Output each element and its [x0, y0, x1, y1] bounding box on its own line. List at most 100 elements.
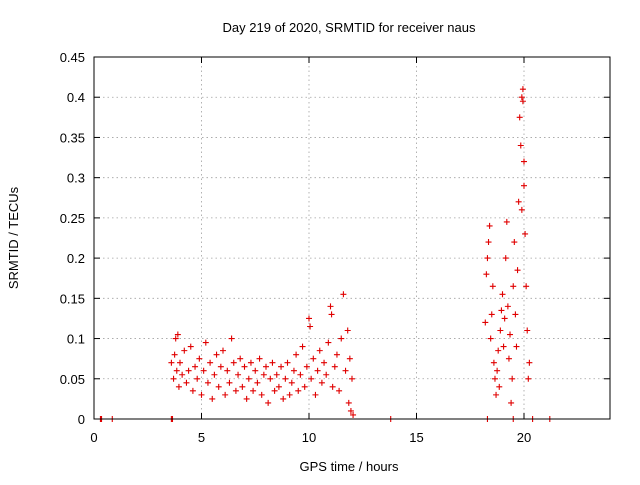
tick-layer: 0 0.05 0.1 0.15 0.2 0.25 0.3 0.35 0.4 0.45 0 5 10 15 2…	[60, 50, 610, 445]
data-point	[215, 383, 222, 390]
data-point	[256, 355, 263, 362]
data-point	[347, 407, 354, 414]
data-point	[518, 94, 525, 101]
data-point	[503, 218, 510, 225]
data-point	[483, 271, 490, 278]
data-point	[329, 383, 336, 390]
data-point	[170, 375, 177, 382]
data-point	[235, 371, 242, 378]
y-tick-label: 0.1	[67, 332, 85, 347]
y-tick-label: 0	[78, 412, 85, 427]
data-point	[482, 319, 489, 326]
y-tick-label: 0.4	[67, 90, 85, 105]
data-point	[510, 283, 517, 290]
data-point	[288, 379, 295, 386]
y-tick-label: 0.3	[67, 171, 85, 186]
marks-layer	[97, 86, 553, 422]
data-point	[333, 351, 340, 358]
y-tick-label: 0.05	[60, 372, 85, 387]
data-point	[252, 367, 259, 374]
data-point	[519, 86, 526, 93]
data-point	[310, 355, 317, 362]
data-point	[498, 307, 505, 314]
data-point	[299, 343, 306, 350]
data-point	[275, 383, 282, 390]
data-point	[174, 331, 181, 338]
data-point	[263, 363, 269, 370]
data-point	[331, 363, 338, 370]
data-point	[509, 375, 516, 382]
data-point	[179, 371, 186, 378]
data-point	[175, 383, 182, 390]
data-point	[173, 367, 180, 374]
data-point	[265, 399, 272, 406]
data-point	[518, 206, 525, 213]
data-point	[297, 371, 304, 378]
data-point	[336, 387, 343, 394]
data-point	[497, 327, 504, 334]
data-point	[258, 391, 265, 398]
data-point	[295, 387, 302, 394]
data-point	[491, 375, 498, 382]
data-point	[228, 335, 235, 342]
data-point	[501, 315, 508, 322]
data-point	[511, 239, 518, 246]
data-point	[181, 347, 188, 354]
data-point	[522, 230, 529, 237]
y-tick-label: 0.25	[60, 211, 85, 226]
data-point	[194, 375, 201, 382]
data-point	[230, 359, 237, 366]
data-point	[185, 367, 192, 374]
data-point	[496, 383, 503, 390]
data-point	[204, 379, 211, 386]
data-point	[504, 303, 511, 310]
data-point	[237, 355, 244, 362]
data-point	[508, 399, 515, 406]
data-point	[224, 367, 231, 374]
data-point	[495, 347, 502, 354]
data-point	[217, 363, 224, 370]
data-point	[308, 375, 315, 382]
y-tick-label: 0.45	[60, 50, 85, 65]
data-point	[516, 114, 523, 121]
y-tick-label: 0.2	[67, 251, 85, 266]
data-point	[342, 367, 349, 374]
data-point	[505, 355, 512, 362]
data-point	[202, 339, 209, 346]
data-point	[325, 339, 332, 346]
data-point	[254, 379, 261, 386]
data-point	[196, 355, 203, 362]
data-point	[243, 395, 250, 402]
data-point	[314, 367, 321, 374]
data-point	[198, 391, 205, 398]
data-point	[284, 359, 291, 366]
data-point	[521, 182, 527, 189]
data-point	[485, 239, 492, 246]
data-point	[267, 375, 274, 382]
data-point	[340, 291, 347, 298]
data-point	[177, 359, 183, 366]
data-point	[187, 343, 194, 350]
data-point	[519, 98, 526, 105]
data-point	[290, 367, 297, 374]
data-point	[486, 222, 493, 229]
data-point	[500, 343, 507, 350]
data-point	[211, 371, 218, 378]
data-point	[269, 359, 276, 366]
data-point	[513, 343, 520, 350]
data-point	[321, 359, 328, 366]
x-tick-label: 15	[409, 430, 423, 445]
plot-frame	[93, 56, 611, 420]
data-point	[241, 363, 248, 370]
data-point	[312, 391, 319, 398]
chart-title: Day 219 of 2020, SRMTID for receiver nau…	[223, 20, 476, 35]
data-point	[338, 335, 345, 342]
data-point	[517, 142, 524, 149]
data-point	[346, 355, 353, 362]
data-point	[226, 379, 233, 386]
data-point	[487, 335, 494, 342]
data-point	[349, 375, 355, 382]
data-point	[526, 359, 533, 366]
data-point	[490, 359, 497, 366]
